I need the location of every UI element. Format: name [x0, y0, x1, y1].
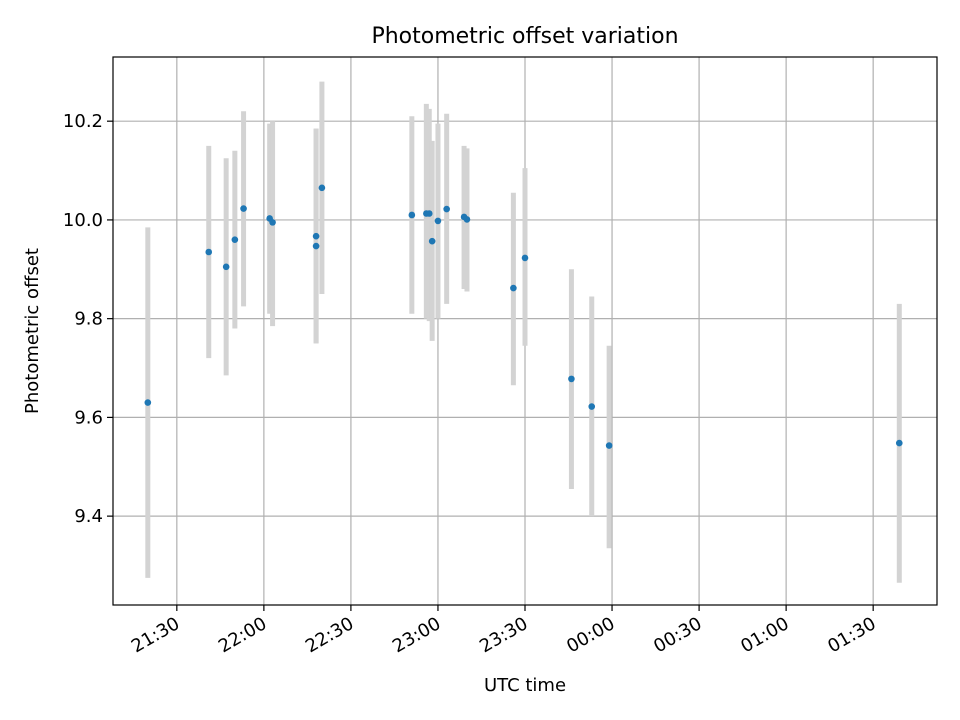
- chart-title: Photometric offset variation: [371, 24, 678, 49]
- data-points: [144, 184, 903, 449]
- data-point: [434, 217, 442, 225]
- data-point: [318, 184, 326, 192]
- data-point: [144, 399, 152, 406]
- data-point: [568, 375, 575, 383]
- y-tick-label: 9.4: [74, 506, 103, 527]
- y-tick-label: 9.6: [74, 407, 103, 428]
- data-point: [205, 248, 213, 256]
- data-point: [605, 442, 613, 449]
- data-point: [231, 236, 239, 243]
- y-tick-label: 10.0: [63, 210, 103, 231]
- y-tick-label: 10.2: [63, 111, 103, 132]
- data-point: [269, 219, 276, 226]
- data-point: [408, 211, 416, 219]
- data-point: [425, 210, 433, 217]
- x-axis-label: UTC time: [484, 675, 566, 696]
- data-point: [240, 205, 247, 212]
- data-point: [521, 254, 529, 262]
- data-point: [428, 237, 436, 245]
- data-point: [443, 205, 450, 213]
- data-point: [312, 242, 320, 250]
- y-axis: 9.4 9.6 9.8 10.0 10.2: [63, 111, 113, 527]
- y-axis-label: Photometric offset: [22, 248, 43, 414]
- data-point: [312, 232, 320, 240]
- data-point: [510, 284, 517, 292]
- data-point: [588, 403, 596, 410]
- data-point: [222, 263, 230, 271]
- y-tick-label: 9.8: [74, 309, 103, 330]
- data-point: [895, 439, 903, 447]
- data-point: [463, 216, 471, 223]
